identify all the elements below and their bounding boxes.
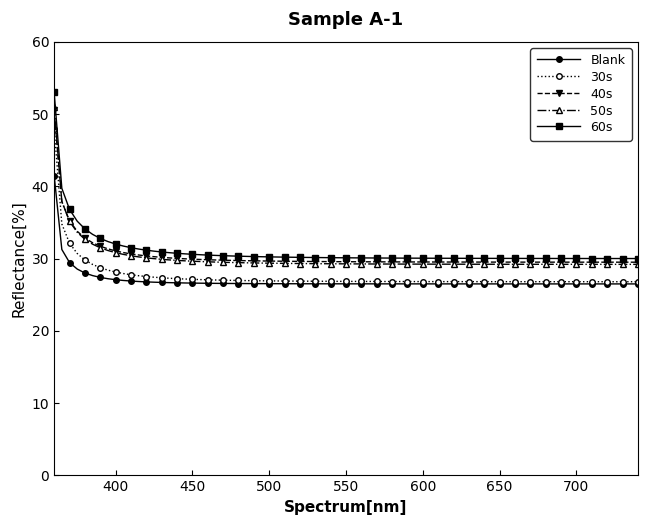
30s — [250, 278, 258, 284]
Line: 40s: 40s — [51, 108, 641, 265]
60s — [634, 256, 642, 262]
Blank — [373, 281, 380, 287]
50s — [288, 260, 296, 267]
30s — [242, 277, 250, 284]
60s — [288, 254, 296, 260]
Legend: Blank, 30s, 40s, 50s, 60s: Blank, 30s, 40s, 50s, 60s — [530, 48, 631, 140]
40s — [50, 107, 58, 114]
Line: 50s: 50s — [51, 104, 641, 267]
30s — [288, 278, 296, 284]
Blank — [165, 279, 173, 286]
40s — [242, 258, 250, 264]
Blank — [50, 173, 58, 179]
30s — [634, 279, 642, 285]
Blank — [242, 280, 250, 287]
60s — [250, 254, 258, 260]
Blank — [288, 280, 296, 287]
Title: Sample A-1: Sample A-1 — [288, 11, 404, 29]
40s — [250, 258, 258, 264]
60s — [242, 253, 250, 259]
40s — [373, 259, 380, 265]
50s — [50, 104, 58, 110]
Blank — [634, 281, 642, 287]
50s — [165, 257, 173, 263]
60s — [304, 254, 312, 260]
Line: 60s: 60s — [51, 89, 641, 261]
Y-axis label: Reflectance[%]: Reflectance[%] — [11, 200, 26, 317]
X-axis label: Spectrum[nm]: Spectrum[nm] — [284, 500, 408, 515]
50s — [373, 261, 380, 267]
30s — [373, 278, 380, 285]
Blank — [304, 280, 312, 287]
40s — [165, 255, 173, 261]
Line: Blank: Blank — [51, 173, 641, 287]
60s — [50, 89, 58, 96]
60s — [165, 249, 173, 256]
50s — [250, 260, 258, 266]
40s — [288, 258, 296, 265]
40s — [634, 259, 642, 265]
40s — [304, 258, 312, 265]
30s — [50, 125, 58, 132]
50s — [242, 260, 250, 266]
30s — [165, 275, 173, 281]
60s — [373, 255, 380, 261]
30s — [304, 278, 312, 285]
50s — [634, 261, 642, 268]
50s — [304, 260, 312, 267]
Line: 30s: 30s — [51, 126, 641, 285]
Blank — [250, 280, 258, 287]
